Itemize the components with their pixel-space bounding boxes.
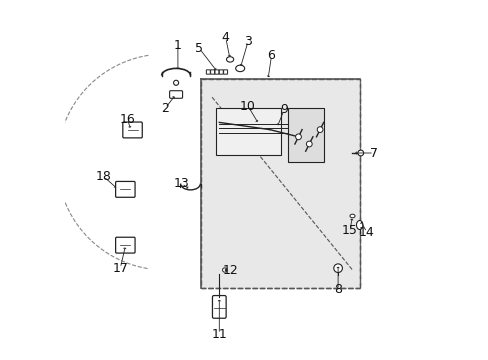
Polygon shape (215, 108, 280, 155)
FancyBboxPatch shape (210, 70, 214, 74)
FancyBboxPatch shape (215, 70, 219, 74)
Polygon shape (287, 108, 323, 162)
Polygon shape (201, 79, 359, 288)
Circle shape (295, 134, 301, 140)
Text: 7: 7 (369, 147, 377, 159)
Text: 2: 2 (161, 102, 169, 114)
Text: 10: 10 (240, 100, 256, 113)
Ellipse shape (235, 65, 244, 72)
FancyBboxPatch shape (223, 70, 227, 74)
Text: 6: 6 (267, 49, 275, 62)
FancyBboxPatch shape (115, 237, 135, 253)
Text: 16: 16 (120, 113, 135, 126)
Text: 9: 9 (280, 103, 287, 116)
Circle shape (222, 268, 226, 272)
Circle shape (173, 80, 178, 85)
FancyBboxPatch shape (115, 181, 135, 197)
Text: 17: 17 (112, 262, 128, 275)
Text: 3: 3 (244, 35, 251, 48)
FancyBboxPatch shape (219, 70, 223, 74)
Circle shape (333, 264, 342, 273)
Text: 13: 13 (173, 177, 189, 190)
Text: 8: 8 (333, 283, 342, 296)
FancyBboxPatch shape (169, 91, 182, 98)
Text: 15: 15 (341, 224, 357, 237)
Text: 4: 4 (222, 31, 229, 44)
Text: 18: 18 (95, 170, 111, 183)
Text: 11: 11 (211, 328, 227, 341)
FancyBboxPatch shape (206, 70, 210, 74)
Circle shape (357, 150, 363, 156)
FancyBboxPatch shape (122, 122, 142, 138)
Ellipse shape (349, 214, 354, 218)
Ellipse shape (226, 57, 233, 62)
Circle shape (317, 127, 322, 132)
Text: 1: 1 (174, 39, 182, 51)
Text: 5: 5 (195, 42, 203, 55)
Ellipse shape (356, 220, 362, 230)
Text: 12: 12 (222, 264, 238, 276)
Circle shape (306, 141, 311, 147)
Text: 14: 14 (358, 226, 374, 239)
FancyBboxPatch shape (212, 296, 225, 318)
